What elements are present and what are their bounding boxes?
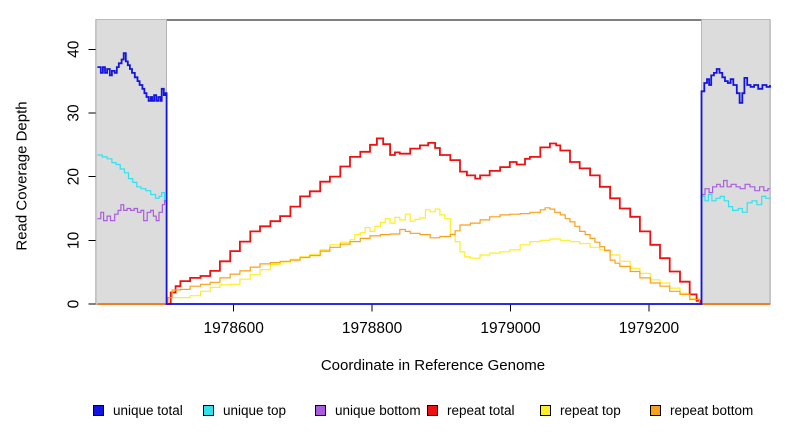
- y-axis-title: Read Coverage Depth: [13, 101, 31, 251]
- legend-label-repeat-bottom: repeat bottom: [670, 402, 754, 418]
- series-line-unique-total: [97, 52, 771, 305]
- shaded-region-unique-flank-right: [701, 19, 771, 305]
- legend-swatch-repeat-bottom: [650, 404, 661, 416]
- x-tick-label-1979200: 1979200: [619, 320, 680, 337]
- y-tick-label-0: 0: [66, 299, 83, 308]
- shaded-region-unique-flank-left: [95, 19, 167, 305]
- legend-swatch-unique-bottom: [315, 404, 326, 416]
- y-tick-label-30: 30: [66, 104, 83, 122]
- legend-item-unique-bottom: unique bottom: [315, 399, 421, 421]
- legend-label-unique-bottom: unique bottom: [335, 402, 421, 418]
- series-line-unique-bottom: [97, 179, 770, 305]
- y-tick-label-20: 20: [66, 168, 83, 186]
- y-tick-label-40: 40: [66, 40, 83, 58]
- legend-label-unique-total: unique total: [113, 402, 183, 418]
- series-line-unique-top: [97, 154, 770, 305]
- legend-label-repeat-top: repeat top: [560, 402, 621, 418]
- series-line-repeat-total: [97, 137, 770, 305]
- legend-swatch-repeat-total: [427, 404, 438, 416]
- legend-swatch-unique-total: [93, 404, 104, 416]
- x-axis-title: Coordinate in Reference Genome: [320, 357, 546, 374]
- legend-item-repeat-bottom: repeat bottom: [650, 399, 753, 421]
- x-tick-label-1978800: 1978800: [342, 320, 403, 337]
- series-line-repeat-bottom: [97, 207, 770, 305]
- legend-label-unique-top: unique top: [223, 402, 287, 418]
- legend-item-unique-total: unique total: [93, 399, 183, 421]
- legend-swatch-repeat-top: [540, 404, 551, 416]
- y-tick-label-10: 10: [66, 231, 83, 249]
- legend: unique total unique top unique bottom re…: [0, 399, 792, 423]
- x-tick-label-1978600: 1978600: [204, 320, 265, 337]
- legend-item-repeat-top: repeat top: [540, 399, 621, 421]
- x-tick-label-1979000: 1979000: [480, 320, 541, 337]
- legend-item-repeat-total: repeat total: [427, 399, 515, 421]
- legend-label-repeat-total: repeat total: [447, 402, 515, 418]
- legend-item-unique-top: unique top: [203, 399, 286, 421]
- legend-swatch-unique-top: [203, 404, 214, 416]
